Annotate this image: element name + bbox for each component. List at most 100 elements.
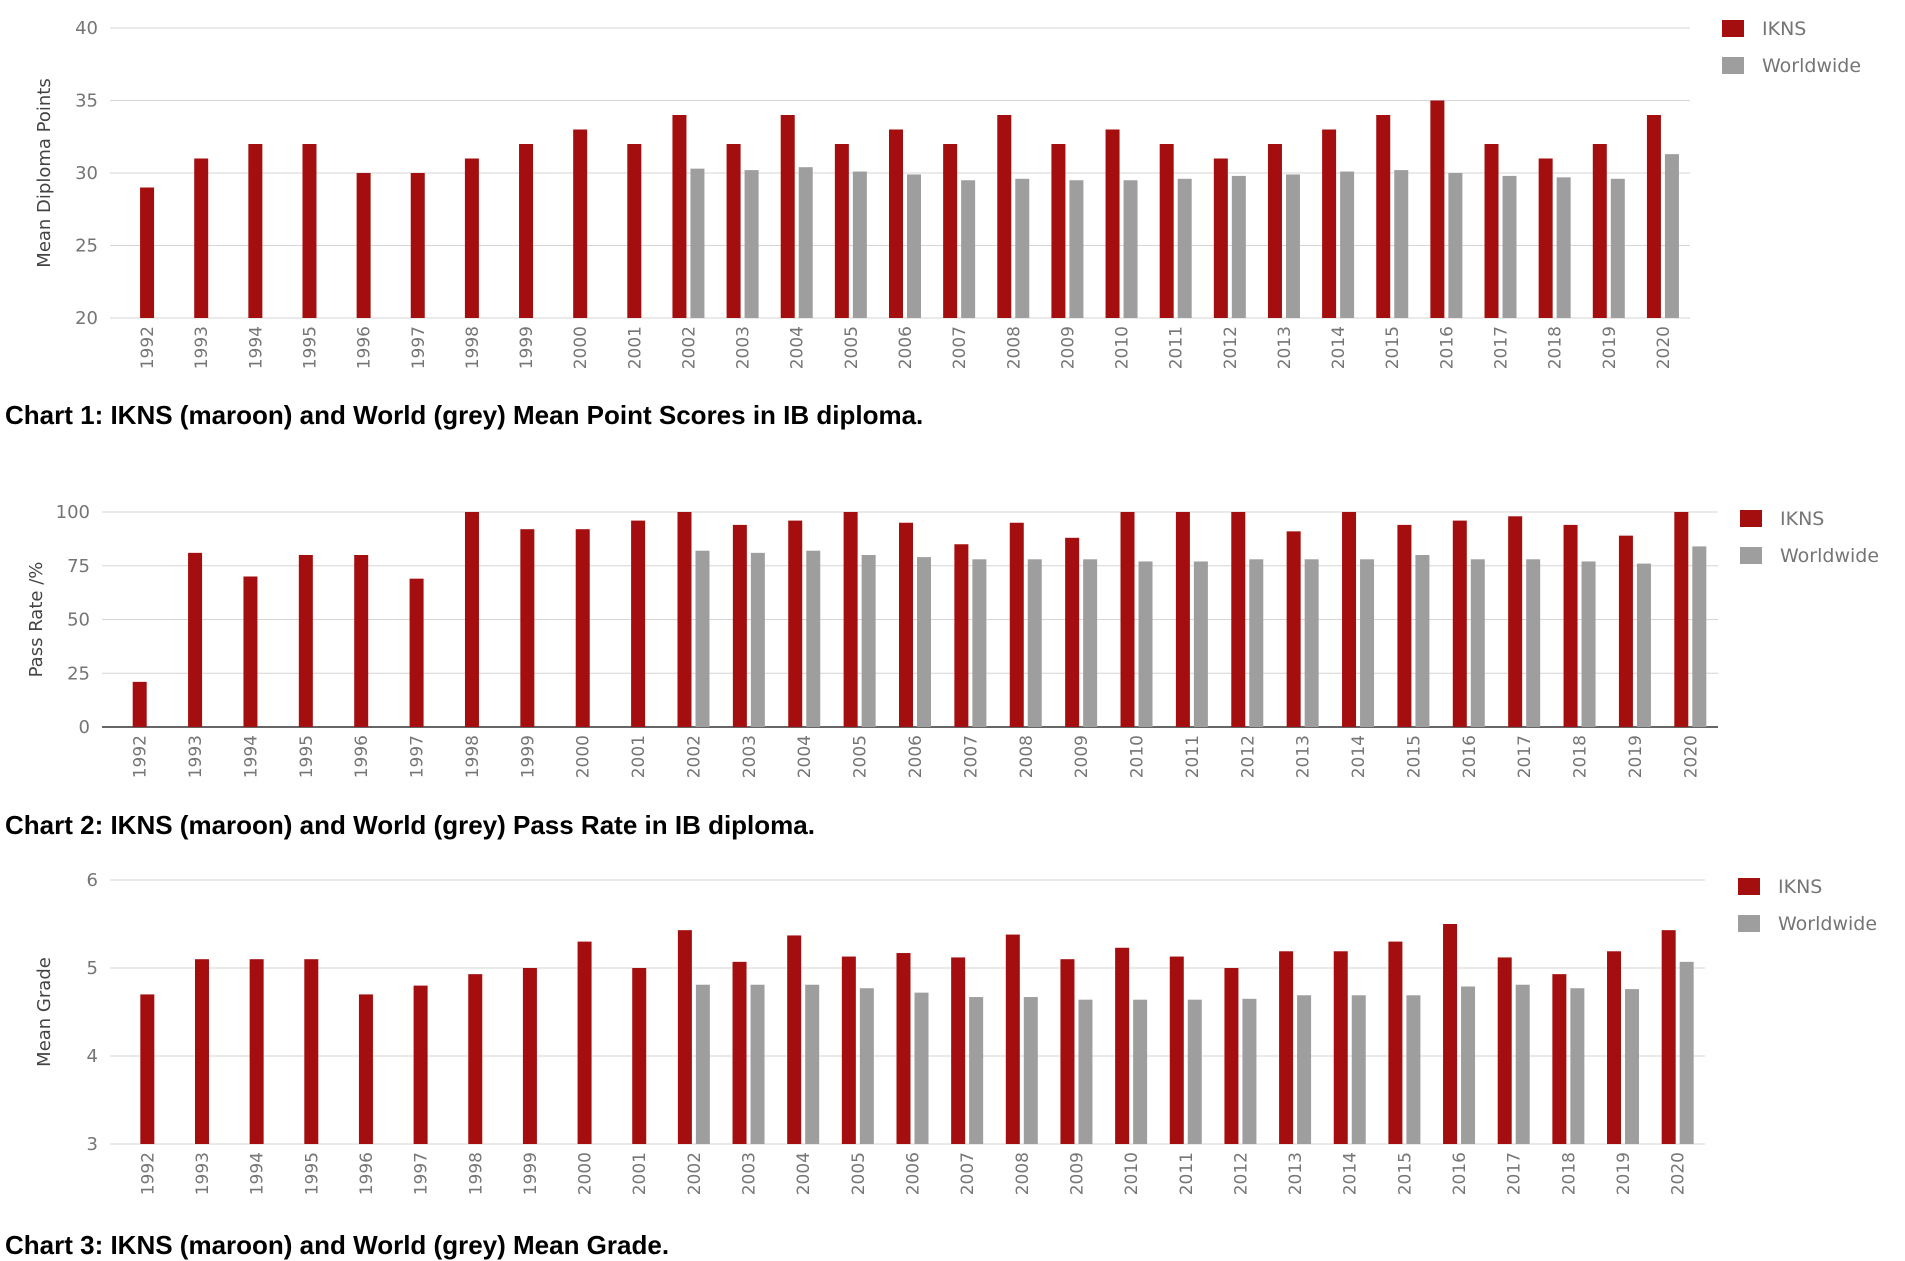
x-tick-label: 2014 xyxy=(1349,735,1369,778)
legend-swatch-ikns xyxy=(1738,878,1760,895)
legend-swatch-ikns xyxy=(1740,510,1762,527)
x-tick-label: 1995 xyxy=(302,1152,322,1195)
x-tick-label: 2000 xyxy=(571,326,591,369)
bar-worldwide-2016 xyxy=(1448,173,1463,318)
chart-3-plot: 3 4 5 6 Mean Grade 1992 1993 1994 1995 1996 1997 19… xyxy=(34,870,1877,1195)
bar-worldwide-2005 xyxy=(852,171,867,318)
bar-ikns-2010 xyxy=(1120,512,1135,727)
bar-worldwide-2011 xyxy=(1177,178,1192,318)
legend-label-worldwide: Worldwide xyxy=(1778,913,1877,935)
legend-label-ikns: IKNS xyxy=(1780,508,1824,530)
bar-ikns-2014 xyxy=(1322,129,1337,318)
x-tick-label: 2005 xyxy=(849,1152,869,1195)
bar-ikns-2004 xyxy=(787,935,802,1144)
x-tick-label: 1999 xyxy=(518,735,538,778)
bar-ikns-2020 xyxy=(1661,930,1676,1144)
x-tick-label: 2006 xyxy=(904,1152,924,1195)
bar-ikns-2014 xyxy=(1333,951,1348,1144)
x-tick-label: 2010 xyxy=(1113,326,1133,369)
x-tick-label: 1992 xyxy=(138,1152,158,1195)
chart-1-caption: Chart 1: IKNS (maroon) and World (grey) … xyxy=(5,400,924,430)
bar-ikns-1996 xyxy=(354,555,369,727)
bar-ikns-2015 xyxy=(1388,941,1403,1144)
bar-worldwide-2017 xyxy=(1526,559,1541,727)
bar-ikns-2009 xyxy=(1060,959,1075,1144)
bar-worldwide-2008 xyxy=(1027,559,1042,727)
x-tick-label: 2010 xyxy=(1122,1152,1142,1195)
bar-ikns-2012 xyxy=(1231,512,1246,727)
bar-ikns-1993 xyxy=(194,158,209,318)
x-tick-label: 2002 xyxy=(684,735,704,778)
bar-ikns-2003 xyxy=(726,144,741,318)
bar-ikns-2006 xyxy=(899,522,913,727)
bar-ikns-2010 xyxy=(1115,947,1130,1144)
x-tick-label: 2005 xyxy=(851,735,871,778)
bar-ikns-2016 xyxy=(1452,520,1467,727)
bar-worldwide-2012 xyxy=(1231,175,1246,318)
x-tick-label: 2012 xyxy=(1238,735,1258,778)
y-axis-title: Pass Rate /% xyxy=(26,562,47,678)
x-tick-label: 2011 xyxy=(1183,735,1203,778)
legend-swatch-ikns xyxy=(1722,20,1744,37)
bar-worldwide-2018 xyxy=(1556,177,1571,318)
bar-worldwide-2010 xyxy=(1138,561,1153,727)
bar-ikns-2016 xyxy=(1443,924,1458,1144)
x-tick-label: 2002 xyxy=(685,1152,705,1195)
bar-worldwide-2002 xyxy=(690,168,705,318)
bar-ikns-2008 xyxy=(997,115,1012,318)
bar-ikns-2005 xyxy=(843,512,858,727)
bar-ikns-1995 xyxy=(302,144,317,318)
bar-worldwide-2020 xyxy=(1664,154,1679,318)
x-tick-label: 1993 xyxy=(193,1152,213,1195)
x-tick-label: 2008 xyxy=(1017,735,1037,778)
bar-ikns-1997 xyxy=(409,578,424,727)
bar-ikns-1996 xyxy=(356,173,371,318)
bar-ikns-2002 xyxy=(677,930,692,1144)
bar-ikns-2020 xyxy=(1674,512,1689,727)
x-tick-label: 1998 xyxy=(466,1152,486,1195)
bar-ikns-2015 xyxy=(1397,524,1412,727)
bar-ikns-1995 xyxy=(304,959,319,1144)
bar-ikns-2013 xyxy=(1267,144,1282,318)
bar-ikns-2018 xyxy=(1552,974,1567,1144)
bar-worldwide-2014 xyxy=(1340,171,1355,318)
bar-worldwide-2003 xyxy=(744,170,759,318)
bar-ikns-2018 xyxy=(1563,524,1578,727)
bar-ikns-2011 xyxy=(1169,956,1184,1144)
y-tick-label: 20 xyxy=(75,308,98,329)
x-tick-label: 2016 xyxy=(1450,1152,1470,1195)
x-tick-label: 1992 xyxy=(131,735,151,778)
y-axis-title: Mean Diploma Points xyxy=(34,78,55,267)
legend-swatch-worldwide xyxy=(1740,547,1762,564)
x-tick-label: 2000 xyxy=(574,735,594,778)
x-tick-label: 2006 xyxy=(906,735,926,778)
bar-worldwide-2003 xyxy=(750,984,765,1144)
bar-ikns-2001 xyxy=(632,968,647,1144)
x-tick-label: 1998 xyxy=(463,735,483,778)
x-tick-label: 2011 xyxy=(1177,1152,1197,1195)
x-tick-label: 2002 xyxy=(679,326,699,369)
x-tick-label: 1994 xyxy=(241,735,261,778)
bar-worldwide-2002 xyxy=(695,984,710,1144)
x-tick-label: 2016 xyxy=(1460,735,1480,778)
bar-ikns-1992 xyxy=(140,187,155,318)
bar-worldwide-2015 xyxy=(1415,555,1430,727)
bar-worldwide-2014 xyxy=(1360,559,1375,727)
x-tick-label: 1996 xyxy=(352,735,372,778)
bar-worldwide-2020 xyxy=(1679,961,1694,1144)
bar-ikns-2017 xyxy=(1484,144,1499,318)
bar-ikns-2000 xyxy=(573,129,588,318)
x-tick-label: 2008 xyxy=(1013,1152,1033,1195)
bar-ikns-2019 xyxy=(1618,535,1633,727)
y-tick-label: 0 xyxy=(79,717,90,738)
bar-ikns-1995 xyxy=(298,555,313,727)
bar-worldwide-2016 xyxy=(1470,559,1485,727)
x-tick-label: 2019 xyxy=(1600,326,1620,369)
x-tick-label: 2017 xyxy=(1515,735,1535,778)
x-tick-label: 2006 xyxy=(896,326,916,369)
x-tick-label: 2003 xyxy=(734,326,754,369)
y-tick-label: 5 xyxy=(87,958,98,979)
bar-ikns-2015 xyxy=(1376,115,1391,318)
x-tick-label: 2003 xyxy=(740,735,760,778)
y-tick-label: 3 xyxy=(87,1134,98,1155)
